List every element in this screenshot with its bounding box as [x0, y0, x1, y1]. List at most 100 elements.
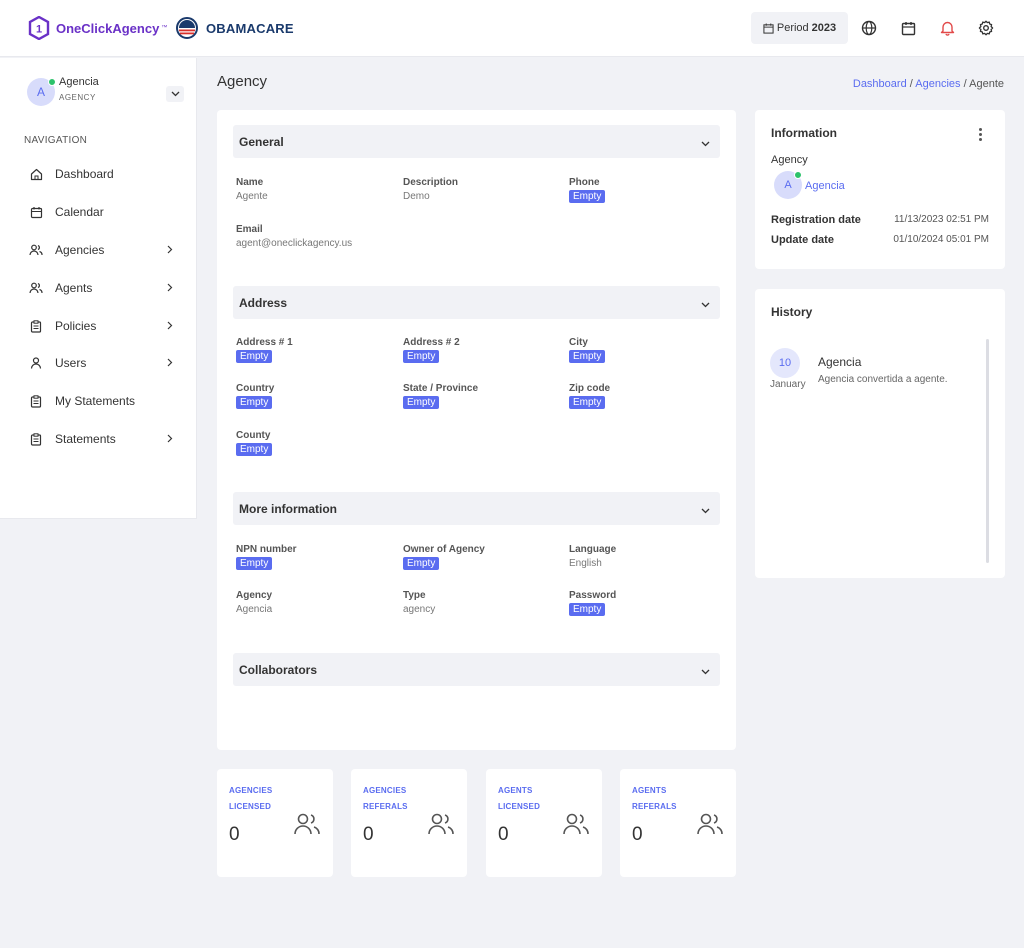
field-label: Password [569, 590, 617, 601]
breadcrumb-separator: / [909, 78, 913, 90]
field-value: Agente [236, 191, 268, 202]
chevron-right-icon [167, 356, 173, 370]
stat-label: AGENTS REFERALS [632, 786, 677, 811]
sidebar-item-calendar[interactable]: Calendar [28, 202, 178, 222]
field-label: Zip code [569, 383, 611, 394]
field-label: State / Province [403, 383, 479, 394]
history-day-badge: 10 [770, 348, 800, 378]
empty-badge: Empty [569, 603, 606, 616]
stat-label: AGENCIES LICENSED [229, 786, 273, 811]
field-owner-of-agency: Owner of Agency Empty [403, 544, 485, 570]
field-state: State / Province Empty [403, 383, 478, 409]
sidebar-item-dashboard[interactable]: Dashboard [28, 164, 178, 184]
sidebar-item-label: Agents [55, 281, 93, 295]
home-icon [28, 166, 44, 182]
brand-trademark: ™ [161, 25, 168, 31]
user-profile[interactable]: A Agencia AGENCY [27, 74, 185, 112]
user-menu-toggle[interactable] [166, 86, 184, 102]
clipboard-icon [28, 431, 44, 447]
field-language: Language English [569, 544, 616, 569]
bell-icon[interactable] [938, 19, 956, 37]
chevron-down-icon [701, 664, 710, 678]
empty-badge: Empty [403, 557, 440, 570]
users-icon [697, 813, 723, 835]
chevron-down-icon [701, 503, 710, 517]
brand-hexagon-icon: 1 [28, 16, 50, 40]
brand-name: OneClickAgency [56, 20, 160, 36]
field-value: agency [403, 604, 436, 615]
breadcrumb-agencies[interactable]: Agencies [915, 78, 961, 90]
stat-value: 0 [632, 824, 643, 845]
field-name: Name Agente [236, 177, 268, 202]
avatar: A [27, 78, 56, 106]
empty-badge: Empty [236, 443, 273, 456]
field-label: Name [236, 177, 264, 188]
more-info-section-header[interactable]: More information [233, 492, 720, 525]
top-bar: 1 OneClickAgency ™ OBAMACARE Period 2023 [0, 0, 1024, 57]
calendar-icon[interactable] [899, 19, 917, 37]
field-email: Email agent@oneclickagency.us [236, 224, 352, 249]
breadcrumb-dashboard[interactable]: Dashboard [852, 78, 907, 90]
chevron-right-icon [167, 432, 173, 446]
nav-heading: NAVIGATION [24, 135, 88, 146]
calendar-icon [28, 204, 44, 220]
information-card: Information Agency A Agencia Registratio… [755, 110, 1005, 269]
users-icon [428, 813, 454, 835]
field-label: Owner of Agency [403, 544, 485, 555]
calendar-icon [763, 22, 774, 34]
sidebar-item-policies[interactable]: Policies [28, 316, 178, 336]
information-agency-label: Agency [771, 154, 808, 166]
section-title: Address [239, 295, 288, 310]
sidebar-item-agencies[interactable]: Agencies [28, 240, 178, 260]
stat-card-agencies-licensed: AGENCIES LICENSED 0 [217, 769, 333, 877]
registration-date-value: 11/13/2023 02:51 PM [894, 214, 989, 225]
field-value: English [569, 558, 602, 569]
empty-badge: Empty [569, 190, 606, 203]
information-agency-link[interactable]: Agencia [805, 180, 845, 192]
sidebar-item-my-statements[interactable]: My Statements [28, 391, 178, 411]
collaborators-section-header[interactable]: Collaborators [233, 653, 720, 686]
field-label: Description [403, 177, 459, 188]
users-icon [294, 813, 320, 835]
field-address-1: Address # 1 Empty [236, 337, 293, 363]
period-selector[interactable]: Period 2023 [751, 12, 848, 44]
globe-icon[interactable] [860, 19, 878, 37]
field-type: Type agency [403, 590, 435, 615]
page-title: Agency [217, 73, 268, 90]
address-section-header[interactable]: Address [233, 286, 720, 319]
empty-badge: Empty [236, 557, 273, 570]
card-title: History [771, 305, 813, 319]
online-status-dot [48, 78, 56, 86]
update-date-label: Update date [771, 234, 834, 246]
settings-icon[interactable] [977, 19, 995, 37]
online-status-dot [794, 171, 802, 179]
section-title: Collaborators [239, 662, 318, 677]
brand-logo[interactable]: 1 OneClickAgency ™ [28, 16, 167, 40]
field-label: Country [236, 383, 275, 394]
sidebar-item-label: My Statements [55, 394, 136, 408]
history-scrollbar[interactable] [986, 339, 989, 563]
field-label: Email [236, 224, 263, 235]
empty-badge: Empty [569, 350, 606, 363]
field-description: Description Demo [403, 177, 458, 202]
stat-label: AGENTS LICENSED [498, 786, 541, 811]
sidebar-item-label: Statements [55, 432, 116, 446]
field-agency: Agency Agencia [236, 590, 272, 615]
sidebar-item-statements[interactable]: Statements [28, 429, 178, 449]
chevron-right-icon [167, 243, 173, 257]
sidebar-item-users[interactable]: Users [28, 353, 178, 373]
general-section-header[interactable]: General [233, 125, 720, 158]
field-label: NPN number [236, 544, 297, 555]
sidebar-item-label: Agencies [55, 243, 105, 257]
chevron-down-icon [701, 297, 710, 311]
chevron-right-icon [167, 281, 173, 295]
agency-details-card: General Name Agente Description Demo Pho… [217, 110, 736, 750]
obamacare-logo: OBAMACARE [176, 17, 294, 39]
sidebar-item-label: Users [55, 356, 87, 370]
chevron-right-icon [167, 319, 173, 333]
sidebar-item-agents[interactable]: Agents [28, 278, 178, 298]
card-title: Information [771, 126, 837, 140]
empty-badge: Empty [403, 396, 440, 409]
field-label: City [569, 337, 588, 348]
more-options-icon[interactable] [979, 128, 983, 143]
